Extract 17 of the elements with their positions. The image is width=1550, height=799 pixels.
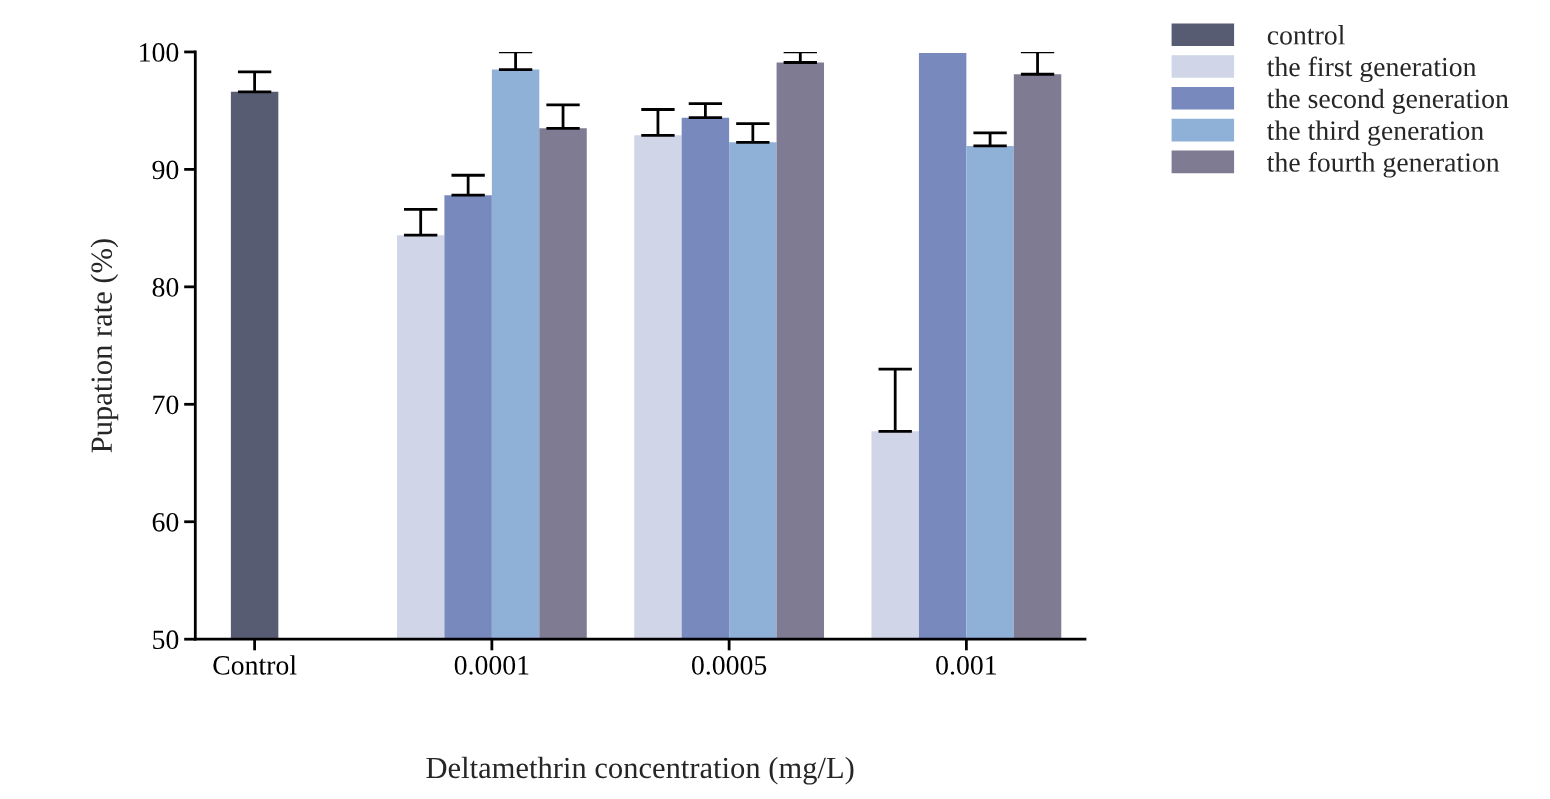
y-tick-label: 100 xyxy=(140,43,179,62)
y-axis-title: Pupation rate (%) xyxy=(90,239,119,453)
x-tick-label: 0.001 xyxy=(936,655,996,675)
x-tick-label: 0.0005 xyxy=(691,655,767,675)
x-axis-title: Deltamethrin concentration (mg/L) xyxy=(426,756,854,785)
legend-label: control xyxy=(1267,25,1345,45)
y-tick-label: 50 xyxy=(153,630,179,650)
y-tick-label: 60 xyxy=(152,512,179,532)
y-tick-label: 90 xyxy=(152,160,179,180)
legend-label: the third generation xyxy=(1267,120,1484,146)
legend-label: the second generation xyxy=(1267,88,1509,114)
y-tick-label: 70 xyxy=(153,395,179,415)
y-tick-label: 80 xyxy=(152,278,179,297)
x-tick-label: 0.0001 xyxy=(454,655,529,675)
legend-label: the fourth generation xyxy=(1267,152,1500,178)
legend-label: the first generation xyxy=(1267,56,1477,83)
x-tick-label: Control xyxy=(213,655,297,675)
